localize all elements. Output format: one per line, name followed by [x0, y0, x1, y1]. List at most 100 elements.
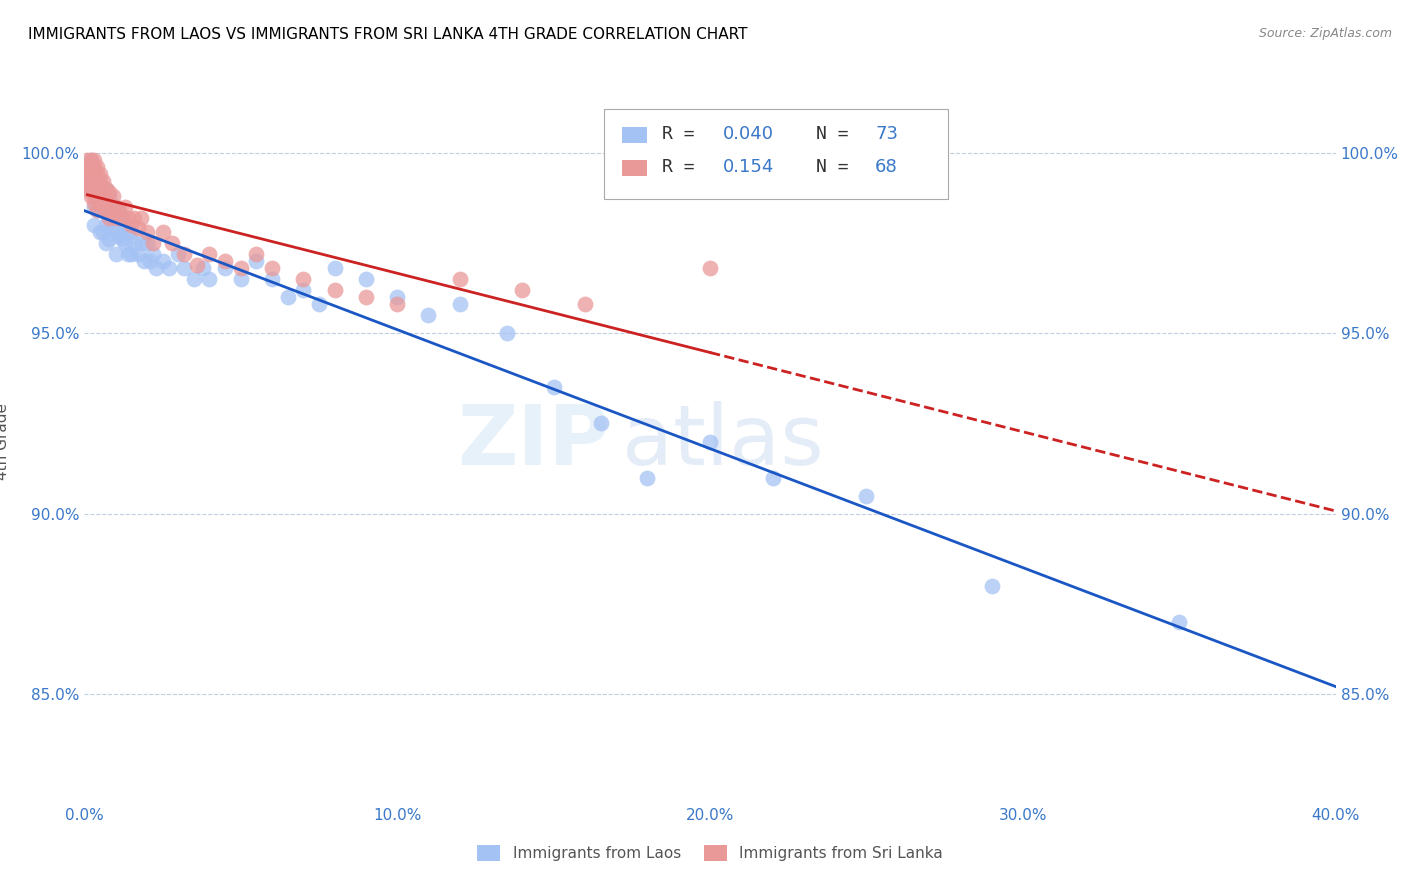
Point	[111, 211, 134, 225]
Point	[354, 272, 377, 286]
Point	[91, 225, 114, 239]
Point	[136, 225, 159, 239]
Point	[83, 200, 105, 214]
Point	[91, 174, 114, 188]
Point	[107, 228, 129, 243]
Point	[98, 232, 121, 246]
Point	[637, 471, 659, 485]
Point	[76, 153, 98, 167]
Point	[385, 290, 409, 304]
Point	[76, 182, 98, 196]
Point	[86, 203, 108, 218]
Point	[292, 283, 315, 297]
Point	[89, 182, 111, 196]
Point	[418, 308, 440, 322]
Text: Source: ZipAtlas.com: Source: ZipAtlas.com	[1258, 27, 1392, 40]
Point	[229, 261, 252, 276]
Point	[107, 203, 129, 218]
Point	[111, 211, 134, 225]
Point	[323, 283, 346, 297]
Text: R =: R =	[662, 126, 706, 144]
Point	[104, 225, 127, 239]
Point	[96, 200, 118, 214]
Point	[89, 225, 111, 239]
Point	[83, 174, 105, 188]
Point	[129, 211, 152, 225]
Point	[98, 186, 121, 200]
Bar	[623, 128, 648, 143]
Point	[101, 200, 124, 214]
Point	[83, 153, 105, 167]
Point	[83, 218, 105, 232]
Point	[83, 182, 105, 196]
Point	[101, 189, 124, 203]
Point	[142, 235, 165, 250]
Point	[91, 189, 114, 203]
Text: 0.040: 0.040	[723, 126, 773, 144]
Point	[145, 261, 167, 276]
Point	[699, 434, 721, 449]
Point	[83, 196, 105, 211]
Point	[89, 196, 111, 211]
Point	[117, 211, 139, 225]
Point	[512, 283, 534, 297]
Point	[152, 254, 174, 268]
Text: 0.154: 0.154	[723, 158, 773, 176]
Point	[96, 182, 118, 196]
Point	[107, 207, 129, 221]
Point	[98, 211, 121, 225]
Point	[83, 160, 105, 174]
Point	[89, 174, 111, 188]
Point	[762, 471, 785, 485]
Point	[76, 167, 98, 181]
Point	[120, 246, 142, 260]
Point	[114, 200, 136, 214]
Point	[574, 297, 596, 311]
Point	[193, 261, 215, 276]
Text: IMMIGRANTS FROM LAOS VS IMMIGRANTS FROM SRI LANKA 4TH GRADE CORRELATION CHART: IMMIGRANTS FROM LAOS VS IMMIGRANTS FROM …	[28, 27, 748, 42]
Point	[142, 246, 165, 260]
Point	[589, 417, 612, 431]
Point	[495, 326, 517, 341]
Point	[79, 182, 101, 196]
Point	[198, 272, 221, 286]
Point	[83, 167, 105, 181]
Point	[152, 225, 174, 239]
Point	[96, 218, 118, 232]
Point	[323, 261, 346, 276]
Point	[120, 225, 142, 239]
Point	[385, 297, 409, 311]
Point	[86, 203, 108, 218]
Point	[160, 235, 183, 250]
Point	[229, 272, 252, 286]
Point	[76, 182, 98, 196]
Point	[127, 221, 149, 235]
Point	[98, 196, 121, 211]
Text: N =: N =	[817, 158, 860, 176]
Text: ZIP: ZIP	[457, 401, 610, 482]
Point	[124, 211, 146, 225]
Point	[96, 193, 118, 207]
Point	[83, 189, 105, 203]
Point	[120, 218, 142, 232]
Point	[76, 160, 98, 174]
Point	[101, 203, 124, 218]
Point	[79, 174, 101, 188]
Point	[127, 246, 149, 260]
Point	[183, 272, 205, 286]
Point	[245, 254, 267, 268]
Bar	[623, 160, 648, 176]
Point	[86, 160, 108, 174]
Point	[186, 258, 208, 272]
Point	[114, 218, 136, 232]
Point	[86, 174, 108, 188]
FancyBboxPatch shape	[603, 109, 948, 200]
Point	[83, 182, 105, 196]
Point	[89, 167, 111, 181]
Point	[76, 174, 98, 188]
Text: atlas: atlas	[623, 401, 824, 482]
Point	[79, 153, 101, 167]
Point	[79, 174, 101, 188]
Text: N =: N =	[817, 126, 860, 144]
Point	[79, 189, 101, 203]
